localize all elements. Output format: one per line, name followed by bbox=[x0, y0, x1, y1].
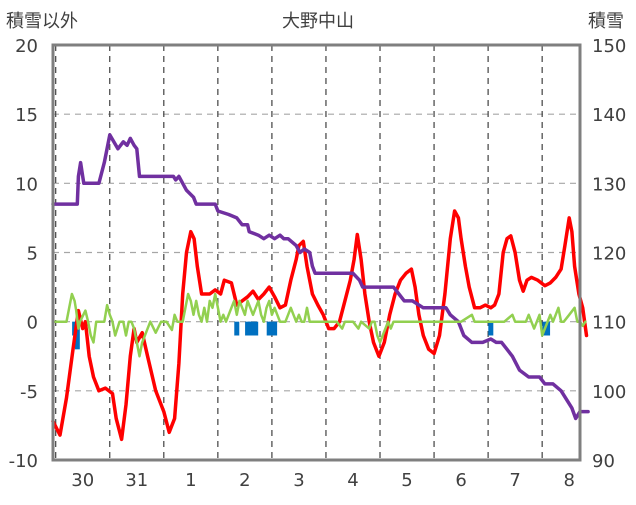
precip-bar bbox=[488, 321, 494, 336]
wind_green-line bbox=[51, 292, 587, 358]
y-left-tick-label: -5 bbox=[20, 382, 38, 403]
y-left-tick-label: 0 bbox=[27, 313, 38, 334]
x-tick-label: 3 bbox=[293, 470, 304, 491]
precip-bar bbox=[250, 321, 256, 336]
precip-bar bbox=[269, 321, 275, 336]
snow_depth-line bbox=[51, 133, 590, 421]
x-tick-label: 6 bbox=[455, 470, 466, 491]
x-tick-label: 31 bbox=[125, 470, 148, 491]
y-right-tick-label: 100 bbox=[592, 382, 626, 403]
y-right-tick-label: 130 bbox=[592, 174, 626, 195]
x-axis-ticks: 30 31 1 2 3 4 5 6 7 8 bbox=[71, 470, 575, 491]
y-left-tick-label: 20 bbox=[15, 36, 38, 57]
y-right-tick-label: 140 bbox=[592, 105, 626, 126]
precip-bar bbox=[247, 321, 253, 336]
precip-bars bbox=[72, 321, 551, 350]
y-axis-left-ticks: 20 15 10 5 0 -5 -10 bbox=[9, 36, 38, 472]
series-lines bbox=[51, 133, 590, 442]
grid-lines bbox=[53, 45, 580, 460]
x-tick-label: 5 bbox=[401, 470, 412, 491]
y-axis-left-label: 積雪以外 bbox=[6, 11, 78, 32]
y-left-tick-label: 10 bbox=[15, 174, 38, 195]
x-tick-label: 30 bbox=[71, 470, 94, 491]
chart-title: 大野中山 bbox=[282, 11, 354, 32]
x-tick-label: 7 bbox=[509, 470, 520, 491]
precip-bar bbox=[74, 321, 80, 350]
y-axis-right-ticks: 150 140 130 120 110 100 90 bbox=[592, 36, 626, 472]
x-tick-label: 8 bbox=[563, 470, 574, 491]
plot-frame bbox=[51, 43, 582, 462]
y-axis-right-label: 積雪 bbox=[588, 11, 624, 32]
precip-bar bbox=[245, 321, 251, 336]
precip-bar bbox=[253, 321, 259, 336]
x-tick-label: 4 bbox=[347, 470, 358, 491]
precip-bar bbox=[545, 321, 551, 336]
precip-bar bbox=[234, 321, 240, 336]
precip-bar bbox=[272, 321, 278, 336]
x-tick-label: 2 bbox=[239, 470, 250, 491]
precip-bar bbox=[266, 321, 272, 336]
x-tick-label: 1 bbox=[185, 470, 196, 491]
y-left-tick-label: 5 bbox=[27, 244, 38, 265]
y-left-tick-label: -10 bbox=[9, 451, 38, 472]
y-left-tick-label: 15 bbox=[15, 105, 38, 126]
y-right-tick-label: 150 bbox=[592, 36, 626, 57]
y-right-tick-label: 120 bbox=[592, 244, 626, 265]
y-right-tick-label: 110 bbox=[592, 313, 626, 334]
y-right-tick-label: 90 bbox=[592, 451, 615, 472]
